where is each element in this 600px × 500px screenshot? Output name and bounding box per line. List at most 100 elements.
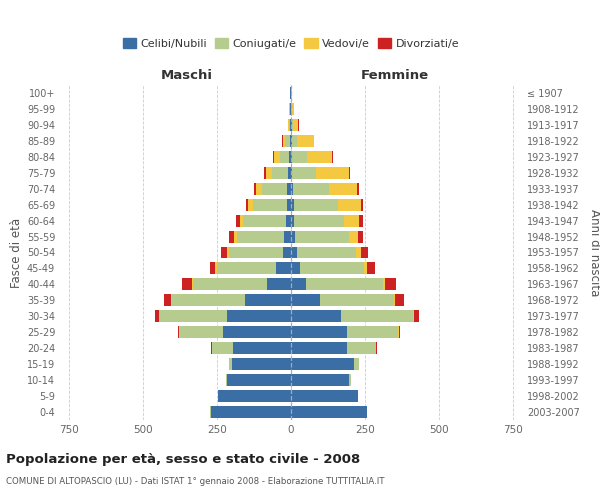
Bar xyxy=(291,262,300,274)
Bar xyxy=(266,167,272,178)
Bar xyxy=(347,342,376,354)
Bar xyxy=(290,135,291,147)
Bar xyxy=(215,262,217,274)
Bar xyxy=(290,119,291,131)
Bar xyxy=(361,246,368,258)
Text: Popolazione per età, sesso e stato civile - 2008: Popolazione per età, sesso e stato civil… xyxy=(6,452,360,466)
Bar xyxy=(227,310,291,322)
Bar xyxy=(193,278,268,290)
Bar xyxy=(285,135,290,147)
Bar xyxy=(286,214,291,226)
Bar xyxy=(217,262,276,274)
Bar xyxy=(349,230,358,242)
Bar xyxy=(293,182,329,194)
Bar xyxy=(172,294,245,306)
Bar xyxy=(210,262,215,274)
Bar xyxy=(276,262,291,274)
Bar xyxy=(358,230,363,242)
Bar xyxy=(359,214,363,226)
Bar xyxy=(357,182,359,194)
Bar xyxy=(291,294,320,306)
Bar xyxy=(292,119,293,131)
Bar xyxy=(291,182,293,194)
Bar xyxy=(293,119,298,131)
Bar xyxy=(291,151,292,163)
Bar xyxy=(291,103,292,115)
Bar xyxy=(344,214,359,226)
Bar xyxy=(295,230,349,242)
Bar xyxy=(223,326,291,338)
Bar xyxy=(394,294,395,306)
Bar xyxy=(291,135,292,147)
Bar xyxy=(253,198,287,210)
Text: COMUNE DI ALTOPASCIO (LU) - Dati ISTAT 1° gennaio 2008 - Elaborazione TUTTITALIA: COMUNE DI ALTOPASCIO (LU) - Dati ISTAT 1… xyxy=(6,478,385,486)
Bar xyxy=(283,135,285,147)
Bar xyxy=(288,119,289,131)
Bar xyxy=(245,294,291,306)
Bar xyxy=(283,246,291,258)
Bar xyxy=(288,167,291,178)
Bar xyxy=(274,151,280,163)
Bar xyxy=(291,358,354,370)
Bar xyxy=(316,167,349,178)
Bar xyxy=(211,406,291,418)
Bar xyxy=(338,198,361,210)
Bar xyxy=(248,198,253,210)
Bar xyxy=(268,278,291,290)
Bar xyxy=(256,182,262,194)
Text: Maschi: Maschi xyxy=(161,69,213,82)
Bar xyxy=(297,246,356,258)
Bar xyxy=(280,151,289,163)
Y-axis label: Anni di nascita: Anni di nascita xyxy=(588,209,600,296)
Bar xyxy=(385,278,395,290)
Bar xyxy=(398,326,400,338)
Bar xyxy=(349,167,350,178)
Bar xyxy=(182,278,193,290)
Bar xyxy=(349,374,351,386)
Bar xyxy=(240,214,243,226)
Bar xyxy=(291,198,293,210)
Bar xyxy=(246,198,248,210)
Legend: Celibi/Nubili, Coniugati/e, Vedovi/e, Divorziati/e: Celibi/Nubili, Coniugati/e, Vedovi/e, Di… xyxy=(118,34,464,54)
Bar xyxy=(236,230,284,242)
Bar xyxy=(226,374,227,386)
Bar xyxy=(212,342,233,354)
Bar xyxy=(291,310,341,322)
Bar xyxy=(306,278,383,290)
Bar xyxy=(289,151,291,163)
Bar xyxy=(413,310,414,322)
Bar xyxy=(291,342,347,354)
Bar xyxy=(364,262,367,274)
Bar xyxy=(291,374,349,386)
Bar xyxy=(229,358,232,370)
Bar xyxy=(383,278,385,290)
Bar xyxy=(287,182,291,194)
Bar xyxy=(284,230,291,242)
Bar xyxy=(262,182,287,194)
Bar xyxy=(232,358,291,370)
Bar xyxy=(180,326,223,338)
Bar xyxy=(164,294,171,306)
Text: Femmine: Femmine xyxy=(361,69,429,82)
Bar xyxy=(347,326,398,338)
Bar xyxy=(292,135,297,147)
Bar xyxy=(227,374,291,386)
Bar xyxy=(234,230,236,242)
Bar xyxy=(221,246,227,258)
Bar xyxy=(273,151,274,163)
Bar xyxy=(291,326,347,338)
Bar xyxy=(272,167,288,178)
Bar xyxy=(229,230,234,242)
Bar xyxy=(287,198,291,210)
Bar xyxy=(218,390,291,402)
Bar xyxy=(361,198,363,210)
Bar xyxy=(254,182,256,194)
Bar xyxy=(289,119,290,131)
Bar xyxy=(236,214,240,226)
Bar xyxy=(243,214,286,226)
Bar xyxy=(297,135,314,147)
Bar xyxy=(291,406,367,418)
Bar xyxy=(229,246,283,258)
Bar xyxy=(320,294,394,306)
Bar xyxy=(367,262,376,274)
